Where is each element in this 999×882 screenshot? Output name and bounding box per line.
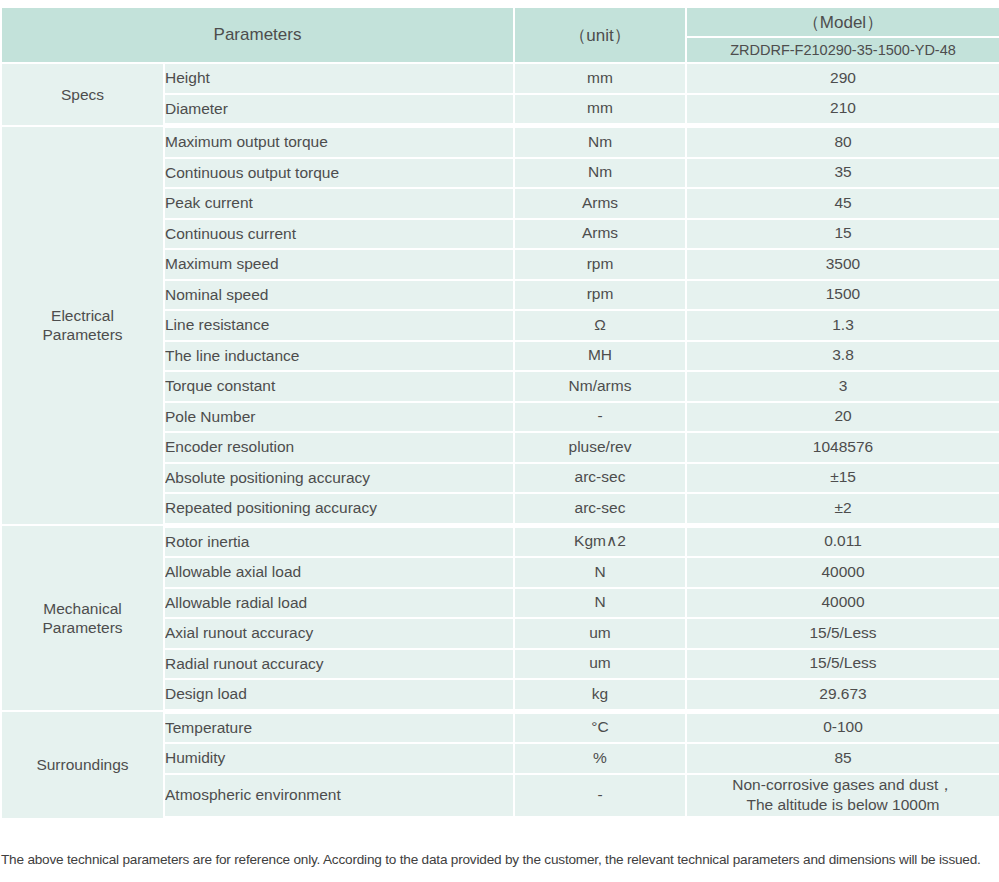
header-model-value: ZRDDRF-F210290-35-1500-YD-48	[686, 37, 999, 63]
value-cell: 15/5/Less	[686, 618, 999, 649]
unit-cell: Kgm∧2	[514, 525, 686, 557]
unit-cell: rpm	[514, 249, 686, 280]
unit-cell: -	[514, 774, 686, 819]
parameter-cell: Humidity	[164, 743, 514, 774]
parameter-cell: Axial runout accuracy	[164, 618, 514, 649]
value-cell: 3	[686, 371, 999, 402]
value-cell: 45	[686, 188, 999, 219]
value-cell: 40000	[686, 557, 999, 588]
value-cell: 0.011	[686, 525, 999, 557]
value-cell: 15	[686, 219, 999, 250]
value-cell: 29.673	[686, 679, 999, 711]
unit-cell: um	[514, 649, 686, 680]
value-cell: 210	[686, 94, 999, 126]
value-cell: 3500	[686, 249, 999, 280]
parameter-cell: Maximum speed	[164, 249, 514, 280]
parameter-cell: Torque constant	[164, 371, 514, 402]
value-cell: ±2	[686, 493, 999, 525]
unit-cell: Arms	[514, 188, 686, 219]
unit-cell: MH	[514, 341, 686, 372]
table-row: Electrical ParametersMaximum output torq…	[1, 126, 999, 158]
value-cell: 40000	[686, 588, 999, 619]
parameter-cell: The line inductance	[164, 341, 514, 372]
unit-cell: pluse/rev	[514, 432, 686, 463]
unit-cell: um	[514, 618, 686, 649]
unit-cell: Nm/arms	[514, 371, 686, 402]
unit-cell: °C	[514, 711, 686, 743]
spec-table-body: SpecsHeightmm290Diametermm210Electrical …	[1, 63, 999, 819]
spec-table-header: Parameters （unit） （Model） ZRDDRF-F210290…	[1, 7, 999, 63]
value-cell: 3.8	[686, 341, 999, 372]
parameter-cell: Design load	[164, 679, 514, 711]
value-cell: 85	[686, 743, 999, 774]
header-unit: （unit）	[514, 7, 686, 63]
parameter-cell: Temperature	[164, 711, 514, 743]
unit-cell: Nm	[514, 126, 686, 158]
parameter-cell: Rotor inertia	[164, 525, 514, 557]
parameter-cell: Height	[164, 63, 514, 94]
parameter-cell: Allowable radial load	[164, 588, 514, 619]
group-cell: Mechanical Parameters	[1, 525, 164, 711]
parameter-cell: Allowable axial load	[164, 557, 514, 588]
value-cell: 1.3	[686, 310, 999, 341]
unit-cell: Nm	[514, 158, 686, 189]
unit-cell: kg	[514, 679, 686, 711]
spec-sheet-page: Parameters （unit） （Model） ZRDDRF-F210290…	[0, 0, 999, 882]
table-row: SpecsHeightmm290	[1, 63, 999, 94]
group-cell: Electrical Parameters	[1, 126, 164, 526]
unit-cell: Arms	[514, 219, 686, 250]
group-cell: Surroundings	[1, 711, 164, 819]
parameter-cell: Pole Number	[164, 402, 514, 433]
value-cell: 35	[686, 158, 999, 189]
parameter-cell: Line resistance	[164, 310, 514, 341]
parameter-cell: Peak current	[164, 188, 514, 219]
unit-cell: %	[514, 743, 686, 774]
footer-note: The above technical parameters are for r…	[1, 852, 999, 867]
group-cell: Specs	[1, 63, 164, 126]
value-cell: 1500	[686, 280, 999, 311]
value-cell: 15/5/Less	[686, 649, 999, 680]
table-row: Mechanical ParametersRotor inertiaKgm∧20…	[1, 525, 999, 557]
parameter-cell: Radial runout accuracy	[164, 649, 514, 680]
header-model: （Model）	[686, 7, 999, 37]
parameter-cell: Diameter	[164, 94, 514, 126]
value-cell: ±15	[686, 463, 999, 494]
unit-cell: Ω	[514, 310, 686, 341]
parameter-cell: Atmospheric environment	[164, 774, 514, 819]
unit-cell: N	[514, 557, 686, 588]
unit-cell: mm	[514, 63, 686, 94]
parameter-cell: Continuous current	[164, 219, 514, 250]
unit-cell: rpm	[514, 280, 686, 311]
parameter-cell: Nominal speed	[164, 280, 514, 311]
spec-table: Parameters （unit） （Model） ZRDDRF-F210290…	[0, 6, 999, 821]
parameter-cell: Repeated positioning accuracy	[164, 493, 514, 525]
unit-cell: arc-sec	[514, 463, 686, 494]
unit-cell: N	[514, 588, 686, 619]
unit-cell: mm	[514, 94, 686, 126]
value-cell: Non-corrosive gases and dust， The altitu…	[686, 774, 999, 819]
table-row: SurroundingsTemperature°C0-100	[1, 711, 999, 743]
value-cell: 20	[686, 402, 999, 433]
value-cell: 1048576	[686, 432, 999, 463]
value-cell: 80	[686, 126, 999, 158]
unit-cell: arc-sec	[514, 493, 686, 525]
unit-cell: -	[514, 402, 686, 433]
value-cell: 290	[686, 63, 999, 94]
parameter-cell: Absolute positioning accuracy	[164, 463, 514, 494]
parameter-cell: Continuous output torque	[164, 158, 514, 189]
value-cell: 0-100	[686, 711, 999, 743]
header-parameters: Parameters	[1, 7, 514, 63]
parameter-cell: Encoder resolution	[164, 432, 514, 463]
parameter-cell: Maximum output torque	[164, 126, 514, 158]
